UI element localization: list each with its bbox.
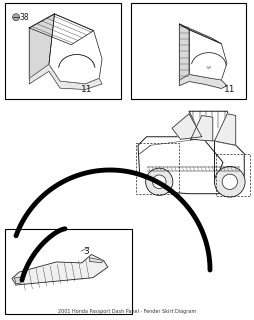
Polygon shape (29, 64, 102, 90)
Polygon shape (29, 14, 94, 45)
Polygon shape (179, 24, 189, 80)
Circle shape (13, 14, 20, 21)
Text: 11: 11 (81, 85, 92, 94)
Polygon shape (189, 30, 227, 80)
Text: 2001 Honda Passport Dash Panel - Fender Skirt Diagram: 2001 Honda Passport Dash Panel - Fender … (58, 309, 196, 314)
Polygon shape (191, 116, 213, 141)
Circle shape (152, 175, 166, 188)
Polygon shape (179, 24, 221, 44)
Bar (5, 229, 132, 314)
Polygon shape (29, 14, 54, 78)
Polygon shape (15, 277, 21, 284)
Circle shape (222, 174, 237, 189)
Polygon shape (214, 114, 236, 145)
Bar (136, 143, 179, 194)
Bar (131, 3, 246, 99)
Polygon shape (49, 14, 102, 84)
Bar (216, 154, 250, 196)
Text: 38: 38 (19, 13, 29, 22)
Bar (5, 3, 121, 99)
Polygon shape (172, 114, 202, 139)
Text: 11: 11 (224, 85, 236, 94)
Polygon shape (189, 111, 236, 145)
Polygon shape (138, 137, 244, 194)
Circle shape (146, 168, 173, 196)
Text: 3: 3 (83, 247, 89, 256)
Circle shape (214, 166, 245, 197)
Polygon shape (89, 258, 104, 263)
Polygon shape (179, 75, 227, 88)
Polygon shape (12, 254, 108, 285)
